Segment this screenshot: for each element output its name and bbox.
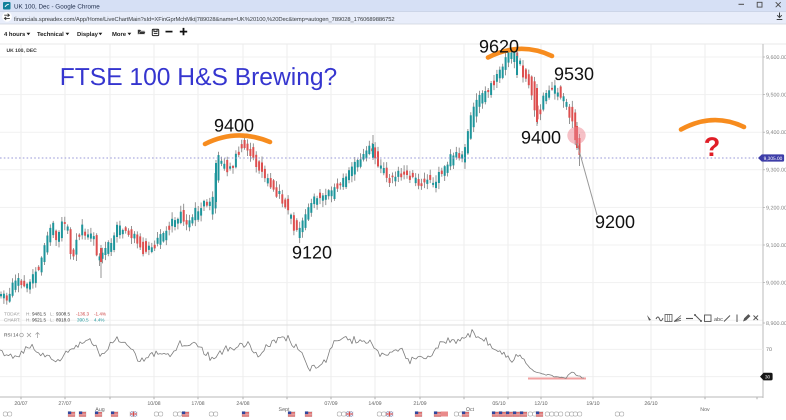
svg-text:Nov: Nov bbox=[700, 407, 710, 413]
svg-text:05/10: 05/10 bbox=[492, 401, 505, 407]
svg-text:9621.5: 9621.5 bbox=[32, 318, 46, 323]
svg-text:L:: L: bbox=[50, 318, 54, 323]
svg-text:9481.5: 9481.5 bbox=[32, 312, 46, 317]
svg-text:19/10: 19/10 bbox=[586, 401, 599, 407]
svg-text:12/10: 12/10 bbox=[534, 401, 547, 407]
svg-text:9530: 9530 bbox=[554, 64, 594, 84]
svg-text:20/07: 20/07 bbox=[14, 401, 27, 407]
svg-text:9,100.00: 9,100.00 bbox=[766, 243, 786, 249]
svg-text:Technical: Technical bbox=[37, 31, 64, 38]
svg-text:More: More bbox=[112, 31, 127, 38]
svg-text:UK 100, DEC: UK 100, DEC bbox=[7, 48, 38, 54]
svg-text:TODAY:: TODAY: bbox=[4, 312, 20, 317]
svg-text:9,305.00: 9,305.00 bbox=[764, 156, 783, 162]
svg-text:9400: 9400 bbox=[521, 128, 561, 148]
svg-text:17/08: 17/08 bbox=[191, 401, 204, 407]
svg-text:L:: L: bbox=[50, 312, 54, 317]
svg-text:27/07: 27/07 bbox=[58, 401, 71, 407]
svg-text:07/09: 07/09 bbox=[324, 401, 337, 407]
svg-text:14/09: 14/09 bbox=[368, 401, 381, 407]
svg-text:9620: 9620 bbox=[479, 37, 519, 57]
svg-text:9,400.00: 9,400.00 bbox=[766, 130, 786, 136]
svg-text:Display: Display bbox=[77, 31, 99, 38]
svg-text:9,300.00: 9,300.00 bbox=[766, 168, 786, 174]
svg-text:70: 70 bbox=[766, 347, 772, 353]
svg-text:9,000.00: 9,000.00 bbox=[766, 281, 786, 287]
svg-text:4 hours: 4 hours bbox=[4, 31, 26, 38]
svg-text:21/09: 21/09 bbox=[413, 401, 426, 407]
svg-text:?: ? bbox=[704, 132, 721, 162]
svg-text:9,600.00: 9,600.00 bbox=[766, 55, 786, 61]
svg-text:30: 30 bbox=[765, 374, 771, 379]
svg-text:financials.spreadex.com/App/Ho: financials.spreadex.com/App/Home/LiveCha… bbox=[14, 16, 395, 23]
svg-text:8918.0: 8918.0 bbox=[56, 318, 70, 323]
svg-text:4.4%: 4.4% bbox=[94, 318, 104, 323]
svg-text:-1.4%: -1.4% bbox=[94, 312, 106, 317]
svg-text:9308.5: 9308.5 bbox=[56, 312, 70, 317]
svg-text:26/10: 26/10 bbox=[644, 401, 657, 407]
svg-text:9120: 9120 bbox=[292, 243, 332, 263]
svg-text:9200: 9200 bbox=[595, 212, 635, 232]
svg-text:UK 100, Dec - Google Chrome: UK 100, Dec - Google Chrome bbox=[14, 4, 100, 11]
svg-text:390.5: 390.5 bbox=[77, 318, 89, 323]
svg-text:9,500.00: 9,500.00 bbox=[766, 93, 786, 99]
svg-text:9400: 9400 bbox=[214, 116, 254, 136]
svg-text:-136.3: -136.3 bbox=[76, 312, 89, 317]
svg-text:FTSE 100 H&S Brewing?: FTSE 100 H&S Brewing? bbox=[60, 64, 337, 91]
svg-text:H:: H: bbox=[26, 312, 31, 317]
svg-text:Sept: Sept bbox=[279, 407, 290, 413]
svg-text:10/08: 10/08 bbox=[147, 401, 160, 407]
svg-text:8,900.00: 8,900.00 bbox=[766, 321, 786, 327]
svg-text:H:: H: bbox=[26, 318, 31, 323]
svg-text:Oct: Oct bbox=[466, 407, 475, 413]
svg-text:Aug: Aug bbox=[95, 407, 104, 413]
svg-text:abc: abc bbox=[714, 317, 723, 323]
svg-text:CHART:: CHART: bbox=[4, 318, 21, 323]
svg-text:9,200.00: 9,200.00 bbox=[766, 205, 786, 211]
svg-text:RSI 14: RSI 14 bbox=[4, 333, 19, 338]
svg-text:24/08: 24/08 bbox=[236, 401, 249, 407]
